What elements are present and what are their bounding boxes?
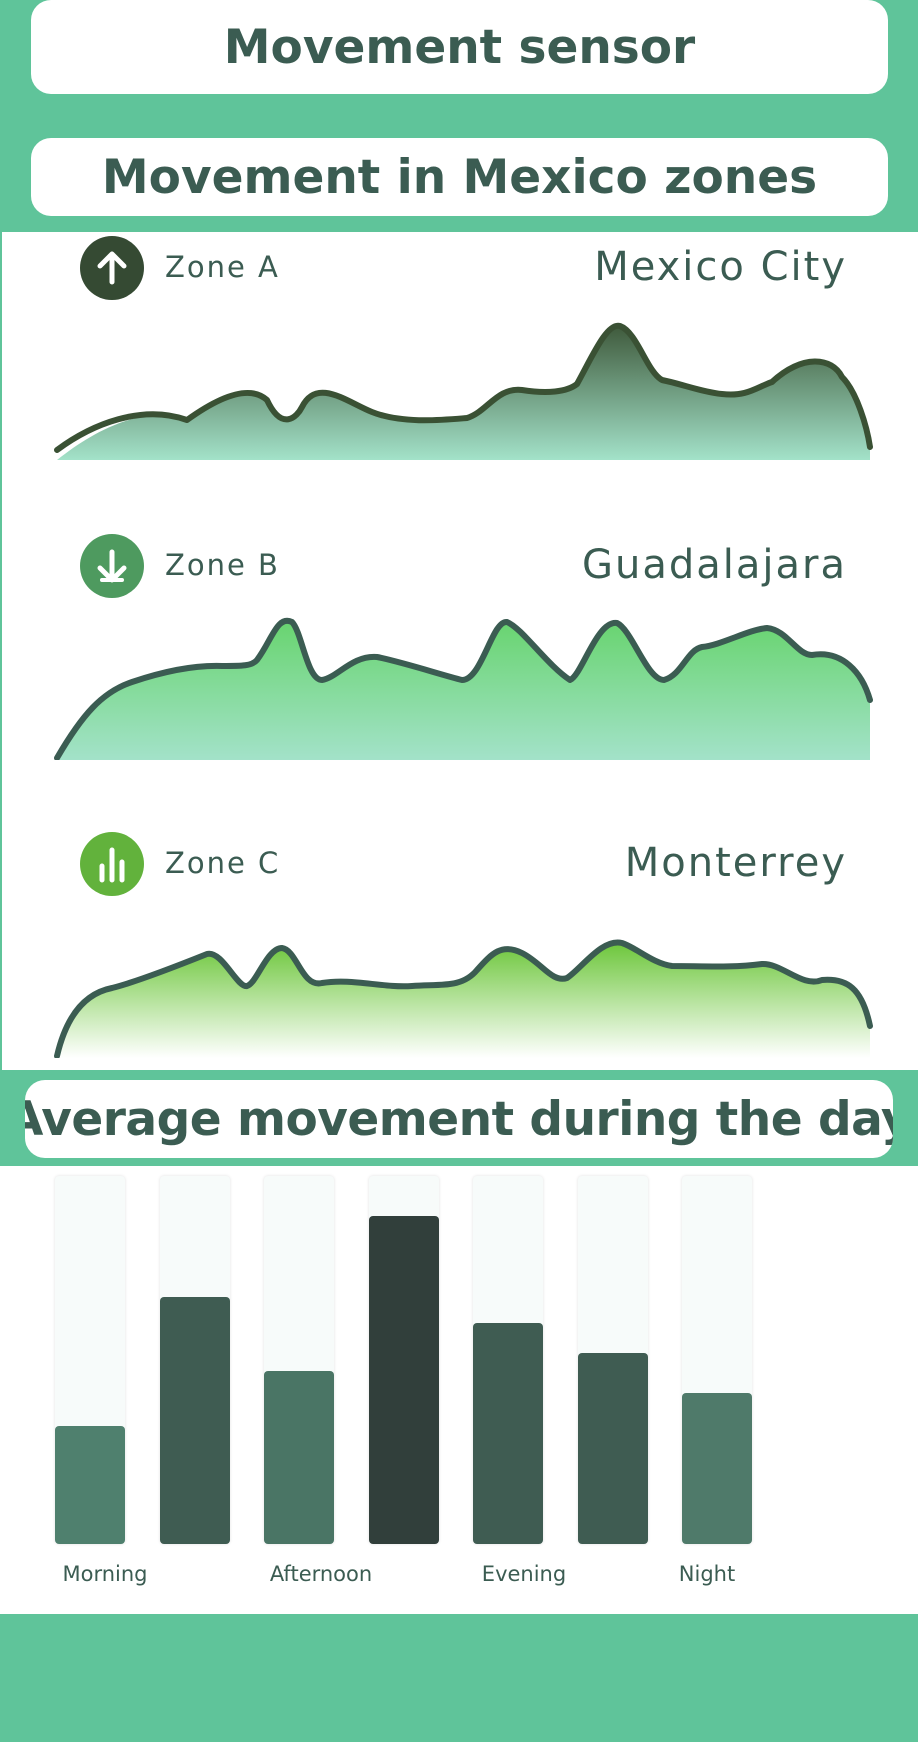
zone-a-area-chart xyxy=(54,322,873,460)
bar xyxy=(264,1371,334,1544)
daily-bar-chart: Morning Afternoon Evening Night xyxy=(0,1166,918,1614)
zone-b-area-chart xyxy=(54,617,873,760)
bar-track xyxy=(369,1176,439,1544)
bar-track xyxy=(682,1176,752,1544)
zone-b-area xyxy=(57,620,870,760)
zone-a-line xyxy=(54,322,873,453)
zone-city: Guadalajara xyxy=(582,542,847,588)
bar-track xyxy=(473,1176,543,1544)
bar xyxy=(160,1297,230,1544)
bar-track xyxy=(160,1176,230,1544)
zone-c-line xyxy=(54,939,873,1058)
zone-card-a[interactable]: Zone A Mexico City xyxy=(2,232,918,530)
zone-label: Zone A xyxy=(165,250,280,284)
bar-track xyxy=(578,1176,648,1544)
zone-city: Mexico City xyxy=(594,244,847,290)
x-tick-label-morning: Morning xyxy=(62,1562,148,1586)
bar xyxy=(578,1353,648,1544)
bar xyxy=(473,1323,543,1544)
zone-label: Zone C xyxy=(165,846,281,880)
zone-a-area xyxy=(57,325,870,460)
bar xyxy=(369,1216,439,1544)
app-title: Movement sensor xyxy=(31,0,888,94)
bar-track xyxy=(55,1176,125,1544)
zone-c-area-chart xyxy=(54,939,873,1058)
zone-c-area xyxy=(57,942,870,1058)
arrow-up-icon xyxy=(80,236,144,300)
section-title-zones: Movement in Mexico zones xyxy=(31,138,888,216)
x-tick-label-afternoon: Afternoon xyxy=(269,1562,373,1586)
zone-card-b[interactable]: Zone B Guadalajara xyxy=(2,530,918,828)
bar xyxy=(55,1426,125,1544)
section-title-daily: Average movement during the day xyxy=(25,1080,893,1158)
zone-card-c[interactable]: Zone C Monterrey xyxy=(2,828,918,1126)
arrow-down-icon xyxy=(80,534,144,598)
zone-b-line xyxy=(54,617,873,760)
bar-chart-icon xyxy=(80,832,144,896)
zone-city: Monterrey xyxy=(624,840,847,886)
bar xyxy=(682,1393,752,1544)
zones-panel: Zone A Mexico City Zone B Guadalajara xyxy=(0,232,918,1070)
zone-label: Zone B xyxy=(165,548,280,582)
x-tick-label-evening: Evening xyxy=(481,1562,567,1586)
bar-track xyxy=(264,1176,334,1544)
x-tick-label-night: Night xyxy=(678,1562,736,1586)
